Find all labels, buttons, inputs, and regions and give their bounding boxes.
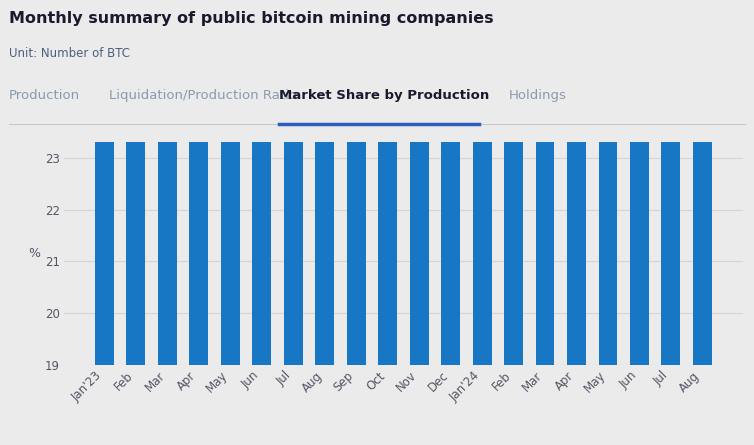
Text: Liquidation/Production Ratio: Liquidation/Production Ratio <box>109 89 297 102</box>
Bar <box>693 0 712 365</box>
Text: Holdings: Holdings <box>509 89 567 102</box>
Bar <box>284 0 302 365</box>
Text: Production: Production <box>9 89 80 102</box>
Bar <box>189 0 208 365</box>
Bar <box>409 0 428 365</box>
Bar <box>379 0 397 365</box>
Bar <box>95 0 114 365</box>
Bar <box>473 0 492 365</box>
Bar <box>661 0 680 365</box>
Bar <box>158 0 176 365</box>
Text: Monthly summary of public bitcoin mining companies: Monthly summary of public bitcoin mining… <box>9 11 494 26</box>
Bar <box>535 0 554 365</box>
Text: Market Share by Production: Market Share by Production <box>279 89 489 102</box>
Bar <box>253 0 271 365</box>
Bar <box>599 0 618 365</box>
Bar <box>567 0 586 365</box>
Bar <box>127 0 146 365</box>
Bar <box>441 0 460 365</box>
Y-axis label: %: % <box>28 247 40 260</box>
Bar <box>504 0 523 365</box>
Bar <box>221 0 240 365</box>
Text: Unit: Number of BTC: Unit: Number of BTC <box>9 47 130 60</box>
Bar <box>630 0 649 365</box>
Bar <box>315 0 334 365</box>
Bar <box>347 0 366 365</box>
